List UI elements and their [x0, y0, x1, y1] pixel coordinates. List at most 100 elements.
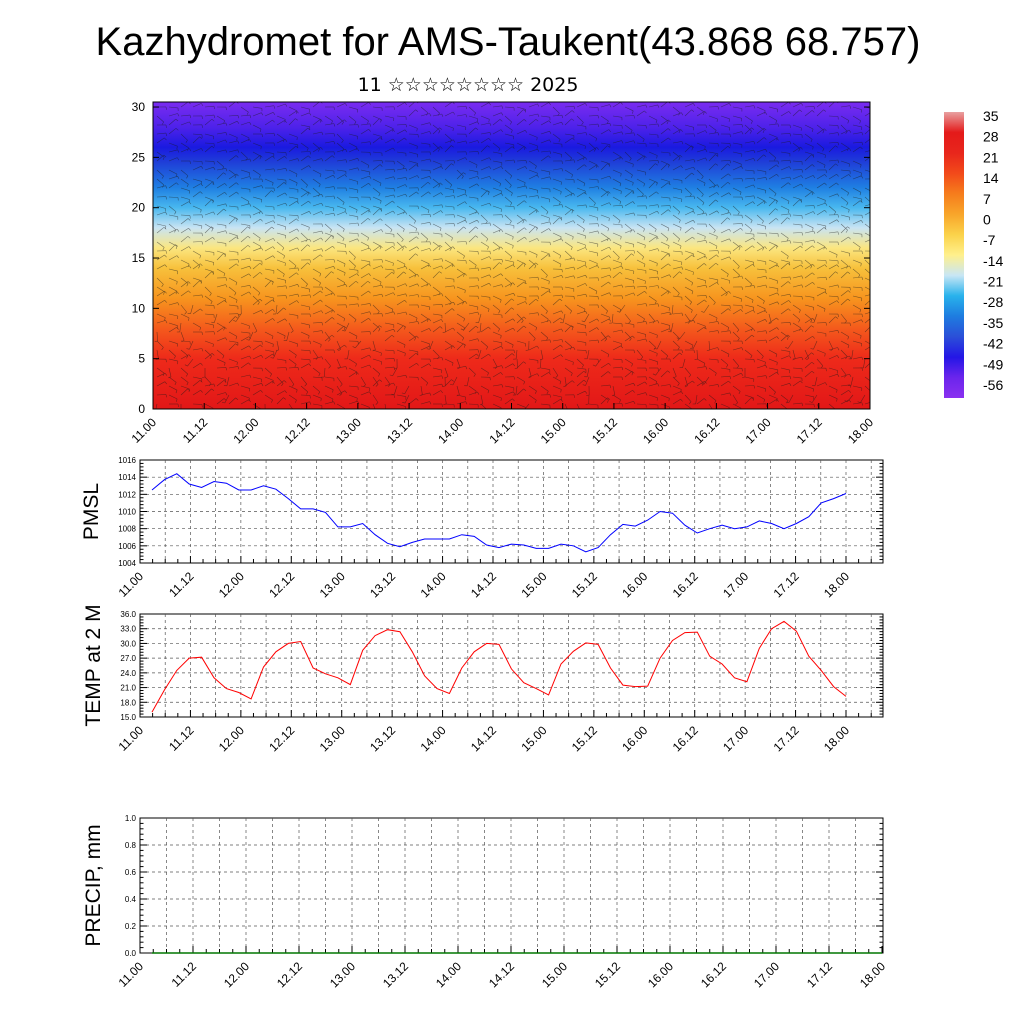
y-tick-label: 33.0	[120, 625, 136, 634]
y-tick-label: 18.0	[120, 698, 136, 707]
y-tick-label: 36.0	[120, 610, 136, 619]
x-tick-label: 13.00	[327, 959, 358, 990]
y-tick-label: 0.0	[125, 949, 137, 958]
x-tick-label: 12.00	[230, 415, 261, 446]
x-tick-label: 12.00	[216, 569, 247, 600]
x-tick-label: 18.00	[845, 415, 876, 446]
colorbar-bar	[944, 112, 964, 398]
y-tick-label: 15.0	[120, 713, 136, 722]
temp-panel: 15.0 18.0 21.0 24.0 27.0 30.0 33.0 36.0 11.00 11.…	[82, 604, 884, 754]
y-tick-label: 1012	[118, 490, 136, 499]
x-tick-label: 13.00	[333, 415, 364, 446]
x-tick-label: 17.12	[771, 723, 802, 754]
x-tick-label: 11.12	[166, 723, 197, 754]
x-tick-label: 14.00	[418, 723, 449, 754]
x-tick-label: 13.12	[380, 959, 411, 990]
x-tick-label: 17.12	[794, 415, 825, 446]
x-tick-label: 15.12	[592, 959, 623, 990]
y-tick-label: 15	[132, 251, 146, 265]
x-tick-label: 18.00	[857, 959, 888, 990]
x-tick-label: 11.12	[166, 569, 197, 600]
x-tick-label: 16.12	[670, 569, 701, 600]
x-tick-label: 12.12	[282, 415, 313, 446]
x-tick-label: 13.12	[367, 723, 398, 754]
x-tick-label: 16.12	[698, 959, 729, 990]
x-tick-label: 14.12	[486, 959, 517, 990]
y-tick-label: 30	[132, 100, 146, 114]
y-tick-label: 0	[138, 402, 145, 416]
x-tick-label: 17.00	[743, 415, 774, 446]
colorbar-label: -28	[983, 294, 1003, 310]
colorbar-label: 7	[983, 191, 991, 207]
x-tick-label: 11.12	[180, 415, 211, 446]
y-tick-label: 0.8	[125, 841, 137, 850]
y-tick-label: 10	[132, 301, 146, 315]
y-tick-label: 30.0	[120, 639, 136, 648]
grid	[140, 460, 883, 563]
x-tick-label: 16.12	[670, 723, 701, 754]
x-tick-label: 17.00	[720, 723, 751, 754]
panel-frame	[139, 817, 884, 954]
y-axis-label: TEMP at 2 M	[82, 604, 105, 726]
x-tick-label: 16.00	[619, 569, 650, 600]
x-tick-label: 12.00	[216, 723, 247, 754]
colorbar-label: -14	[983, 253, 1003, 269]
x-tick-label: 15.00	[539, 959, 570, 990]
y-tick-label: 25	[132, 150, 146, 164]
x-tick-label: 18.00	[821, 569, 852, 600]
x-tick-label: 12.00	[221, 959, 252, 990]
x-tick-label: 15.00	[518, 723, 549, 754]
y-tick-label: 1006	[118, 542, 136, 551]
x-tick-label: 14.12	[468, 569, 499, 600]
y-tick-label: 24.0	[120, 669, 136, 678]
x-tick-label: 12.12	[266, 723, 297, 754]
x-tick-label: 16.00	[645, 959, 676, 990]
x-tick-label: 13.12	[384, 415, 415, 446]
colorbar-label: 21	[983, 149, 999, 165]
x-tick-label: 14.00	[435, 415, 466, 446]
y-tick-label: 0.4	[125, 895, 137, 904]
x-tick-label: 18.00	[821, 723, 852, 754]
y-tick-label: 20	[132, 201, 146, 215]
y-tick-label: 0.2	[125, 922, 137, 931]
y-tick-label: 21.0	[120, 684, 136, 693]
chart-title: Kazhydromet for AMS-Taukent(43.868 68.75…	[96, 20, 921, 64]
x-tick-label: 15.00	[518, 569, 549, 600]
y-tick-label: 27.0	[120, 654, 136, 663]
cross-section-panel: 0 5 10 15 20 25 30 11.00 11.12 12.00 12.12 13.00 13.…	[129, 100, 877, 446]
x-tick-label: 11.00	[129, 415, 160, 446]
grid	[140, 818, 883, 953]
x-tick-label: 11.00	[116, 959, 147, 990]
colorbar-label: -56	[983, 377, 1003, 393]
x-tick-label: 16.12	[691, 415, 722, 446]
y-axis-label: PMSL	[80, 483, 103, 540]
chart-subtitle: 11 ☆☆☆☆☆☆☆☆ 2025	[358, 74, 579, 96]
precip-panel: 0.0 0.2 0.4 0.6 0.8 1.0 11.00 11.12 12.00 12.12 13…	[82, 814, 888, 990]
x-tick-label: 17.12	[804, 959, 835, 990]
y-tick-label: 1016	[118, 456, 136, 465]
x-tick-label: 17.00	[720, 569, 751, 600]
x-tick-label: 17.00	[751, 959, 782, 990]
y-tick-label: 1014	[118, 473, 136, 482]
wind-barbs	[154, 102, 870, 409]
x-tick-label: 14.12	[486, 415, 517, 446]
colorbar-label: 35	[983, 108, 999, 124]
x-tick-label: 15.12	[589, 415, 620, 446]
x-tick-label: 12.12	[274, 959, 305, 990]
x-tick-label: 16.00	[640, 415, 671, 446]
x-tick-label: 14.12	[468, 723, 499, 754]
grid	[140, 614, 883, 717]
x-tick-label: 11.00	[116, 723, 147, 754]
panel-frame	[139, 613, 884, 718]
colorbar-label: -35	[983, 315, 1003, 331]
x-tick-label: 15.00	[538, 415, 569, 446]
x-tick-label: 14.00	[433, 959, 464, 990]
cross-section-field	[153, 102, 870, 409]
x-tick-label: 13.00	[317, 569, 348, 600]
colorbar-label: 14	[983, 170, 999, 186]
x-tick-label: 15.12	[569, 569, 600, 600]
colorbar-label: 28	[983, 129, 999, 145]
y-axis-label: PRECIP, mm	[82, 824, 105, 946]
y-tick-label: 1010	[118, 508, 136, 517]
